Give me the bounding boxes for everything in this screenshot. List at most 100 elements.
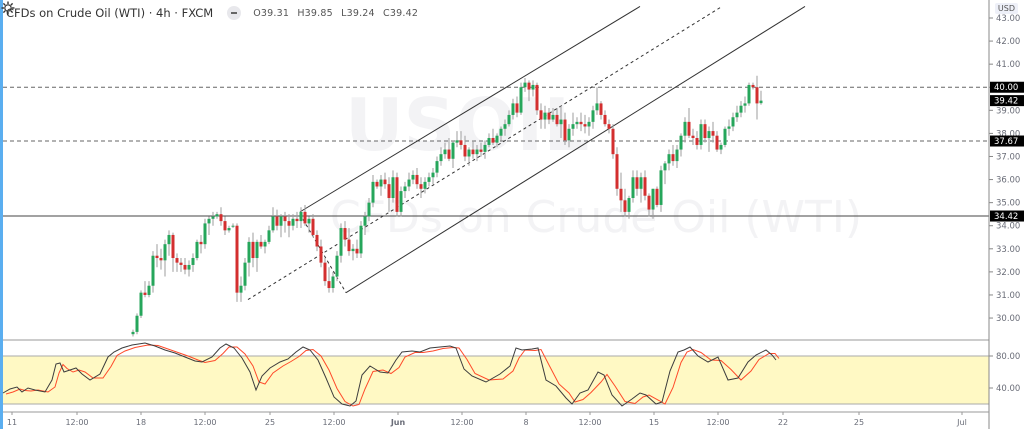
candle — [279, 216, 283, 226]
candle — [619, 188, 623, 201]
candle — [687, 121, 691, 136]
candle — [539, 110, 543, 120]
candle — [319, 246, 323, 263]
candle — [351, 248, 355, 252]
candle — [499, 128, 503, 136]
candle — [759, 100, 763, 104]
hide-series-icon[interactable] — [227, 6, 242, 20]
time-tick-label: 22 — [778, 418, 788, 427]
candle — [163, 244, 167, 261]
stochastic-d-line — [5, 344, 780, 407]
candle — [227, 228, 231, 231]
candle — [543, 112, 547, 120]
candle — [355, 248, 359, 254]
price-tag — [990, 95, 1024, 107]
candle — [711, 131, 715, 136]
candle — [511, 103, 515, 115]
candle — [359, 225, 363, 254]
candle — [719, 144, 723, 150]
candle — [475, 149, 479, 155]
symbol-legend: CFDs on Crude Oil (WTI) · 4h · FXCM O39.… — [6, 5, 423, 21]
candle — [275, 216, 279, 226]
candle — [679, 135, 683, 150]
time-axis[interactable]: 11 12:00 18 12:00 25 12:00 Jun 12:00 8 12:00 15 12:… — [3, 411, 989, 427]
candle — [463, 144, 467, 157]
candle — [647, 195, 651, 210]
candle — [491, 138, 495, 143]
candle — [207, 218, 211, 224]
candle — [663, 163, 667, 171]
candle — [139, 292, 143, 316]
price-tick-label: 36.00 — [996, 176, 1020, 186]
candle — [643, 177, 647, 196]
candle — [695, 138, 699, 145]
candle — [671, 154, 675, 162]
candle — [231, 225, 235, 227]
candle — [295, 218, 299, 222]
candle — [239, 285, 243, 293]
candle — [327, 281, 331, 289]
candle — [507, 114, 511, 125]
candle — [555, 114, 559, 125]
symbol-watermark: USOIL CFDs on Crude Oil (WTI) — [330, 83, 862, 243]
price-tag — [990, 210, 1024, 222]
candle — [251, 241, 255, 259]
candle — [303, 211, 307, 224]
time-tick-label: Jun — [390, 418, 406, 427]
candle — [423, 181, 427, 189]
price-axis[interactable]: 43.00 42.00 41.00 40.00 39.00 38.00 37.00 36.00… — [988, 0, 1024, 429]
candle — [283, 216, 287, 222]
candle — [591, 110, 595, 122]
candle — [235, 225, 239, 293]
candle — [379, 179, 383, 187]
candle — [451, 142, 455, 159]
time-tick-label: 12:00 — [578, 418, 601, 427]
settings-gear-icon[interactable] — [0, 0, 16, 16]
price-tag-label: 34.42 — [994, 212, 1018, 222]
candle — [467, 149, 471, 157]
candle — [675, 149, 679, 162]
candle — [611, 128, 615, 155]
candle — [323, 262, 327, 282]
candle — [219, 214, 223, 222]
candle — [247, 241, 251, 263]
oscillator-tick-label: 80.00 — [996, 352, 1020, 362]
open-value: O39.31 — [253, 7, 290, 19]
candle — [515, 103, 519, 113]
time-tick-label: 25 — [854, 418, 864, 427]
candle — [167, 234, 171, 245]
candle — [135, 315, 139, 332]
candle — [271, 216, 275, 231]
candle — [683, 121, 687, 136]
price-tick-label: 37.00 — [996, 152, 1020, 162]
ohlc-values: O39.31 H39.85 L39.24 C39.42 — [253, 8, 423, 19]
price-tag-label: 40.00 — [994, 83, 1018, 93]
symbol-title[interactable]: CFDs on Crude Oil (WTI) · 4h · FXCM — [6, 6, 214, 20]
candle — [599, 103, 603, 115]
candle — [191, 258, 195, 265]
price-tick-label: 41.00 — [996, 60, 1020, 70]
price-tick-label: 31.00 — [996, 291, 1020, 301]
watermark-ticker: USOIL — [345, 83, 589, 167]
candle — [159, 258, 163, 261]
candle — [743, 103, 747, 106]
candle — [215, 214, 219, 217]
candle — [691, 135, 695, 139]
watermark-description: CFDs on Crude Oil (WTI) — [330, 192, 862, 243]
candle — [203, 223, 207, 245]
candle — [267, 230, 271, 242]
price-tick-label: 33.00 — [996, 245, 1020, 255]
candle — [751, 84, 755, 88]
currency-label[interactable]: USD — [994, 3, 1018, 14]
close-value: C39.42 — [383, 7, 419, 19]
candle — [731, 117, 735, 127]
candle — [363, 216, 367, 226]
candle — [151, 255, 155, 286]
candle — [755, 87, 759, 104]
candle — [419, 184, 423, 189]
price-tag — [990, 135, 1024, 147]
candle — [659, 170, 663, 205]
candle — [627, 198, 631, 212]
